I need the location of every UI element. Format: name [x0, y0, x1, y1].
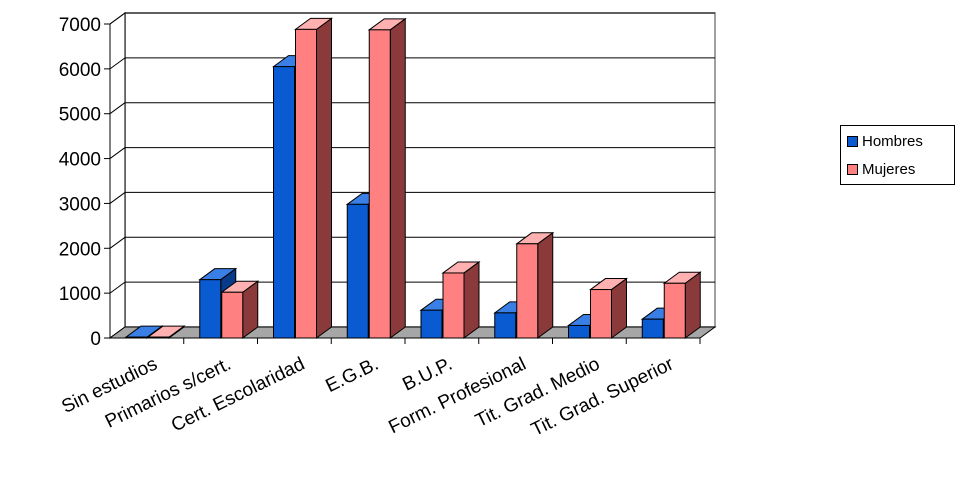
bar-mujeres — [590, 289, 612, 339]
bar-hombres — [125, 336, 148, 339]
gridline-side — [109, 102, 126, 115]
bar-hombres — [346, 203, 369, 339]
bar-hombres — [568, 324, 590, 339]
bar-side-mujeres — [316, 17, 332, 339]
plot-side-wall — [109, 12, 126, 339]
bar-hombres — [641, 318, 664, 339]
gridline-side — [109, 12, 126, 25]
bar-mujeres — [295, 28, 317, 339]
bar-mujeres — [221, 291, 244, 339]
x-tick-label: Cert. Escolaridad — [168, 354, 308, 437]
gridline-side — [109, 57, 126, 70]
gridline-side — [109, 236, 126, 249]
y-tick-label: 7000 — [59, 15, 101, 36]
bar-side-mujeres — [389, 17, 406, 339]
legend-label-hombres: Hombres — [862, 132, 923, 150]
bar-side-mujeres — [463, 260, 480, 339]
legend-item-hombres: Hombres — [847, 132, 923, 150]
y-tick-label: 0 — [90, 329, 101, 350]
bar-hombres — [494, 312, 517, 339]
x-tick-label: Primarios s/cert. — [102, 354, 235, 433]
legend: Hombres Mujeres — [840, 125, 955, 185]
legend-swatch-hombres — [847, 135, 858, 147]
bar-mujeres — [663, 282, 686, 339]
legend-swatch-mujeres — [847, 163, 858, 175]
bar-hombres — [420, 309, 443, 339]
y-tick-label: 4000 — [59, 150, 101, 171]
bar-mujeres — [442, 272, 465, 339]
y-tick-label: 6000 — [59, 60, 101, 81]
x-tick-label: E.G.B. — [322, 354, 382, 397]
bar-hombres — [199, 279, 222, 339]
bar-hombres — [273, 66, 295, 339]
gridline-side — [109, 192, 126, 204]
bar-side-mujeres — [537, 231, 554, 339]
y-tick-label: 3000 — [59, 194, 101, 215]
gridline-side — [109, 281, 126, 294]
legend-item-mujeres: Mujeres — [847, 160, 915, 178]
y-tick-label: 2000 — [59, 239, 101, 260]
y-tick-label: 5000 — [59, 105, 101, 126]
gridline-side — [109, 147, 126, 159]
y-tick-label: 1000 — [59, 284, 101, 305]
bar-mujeres — [147, 336, 170, 339]
bar-mujeres — [368, 29, 391, 339]
legend-label-mujeres: Mujeres — [862, 160, 916, 178]
bar-mujeres — [516, 243, 539, 339]
